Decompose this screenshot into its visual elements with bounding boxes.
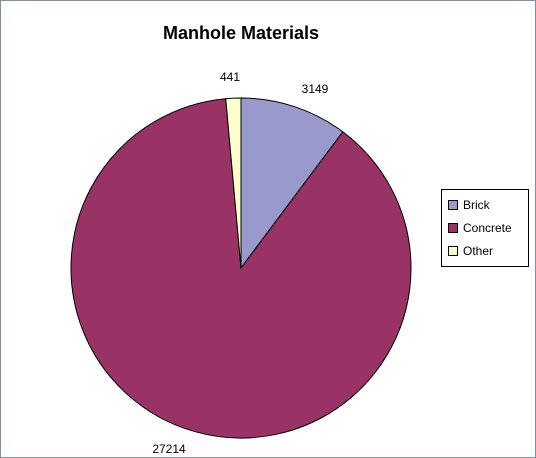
- legend-swatch-other: [448, 246, 458, 256]
- data-label-other: 441: [220, 70, 240, 84]
- data-label-concrete: 27214: [152, 442, 186, 456]
- legend-label-concrete: Concrete: [463, 221, 512, 235]
- legend-item-brick: Brick: [448, 198, 490, 212]
- legend: Brick Concrete Other: [441, 189, 529, 267]
- pie-slice-other: [225, 97, 242, 269]
- legend-label-other: Other: [463, 244, 494, 258]
- pie-slice-brick: [240, 97, 344, 270]
- legend-item-other: Other: [448, 244, 493, 258]
- legend-label-brick: Brick: [463, 198, 490, 212]
- data-label-brick: 3149: [302, 82, 329, 96]
- legend-item-concrete: Concrete: [448, 221, 512, 235]
- legend-swatch-concrete: [448, 223, 458, 233]
- legend-swatch-brick: [448, 200, 458, 210]
- chart-title: Manhole Materials: [162, 23, 320, 43]
- pie-slice-concrete: [70, 98, 412, 439]
